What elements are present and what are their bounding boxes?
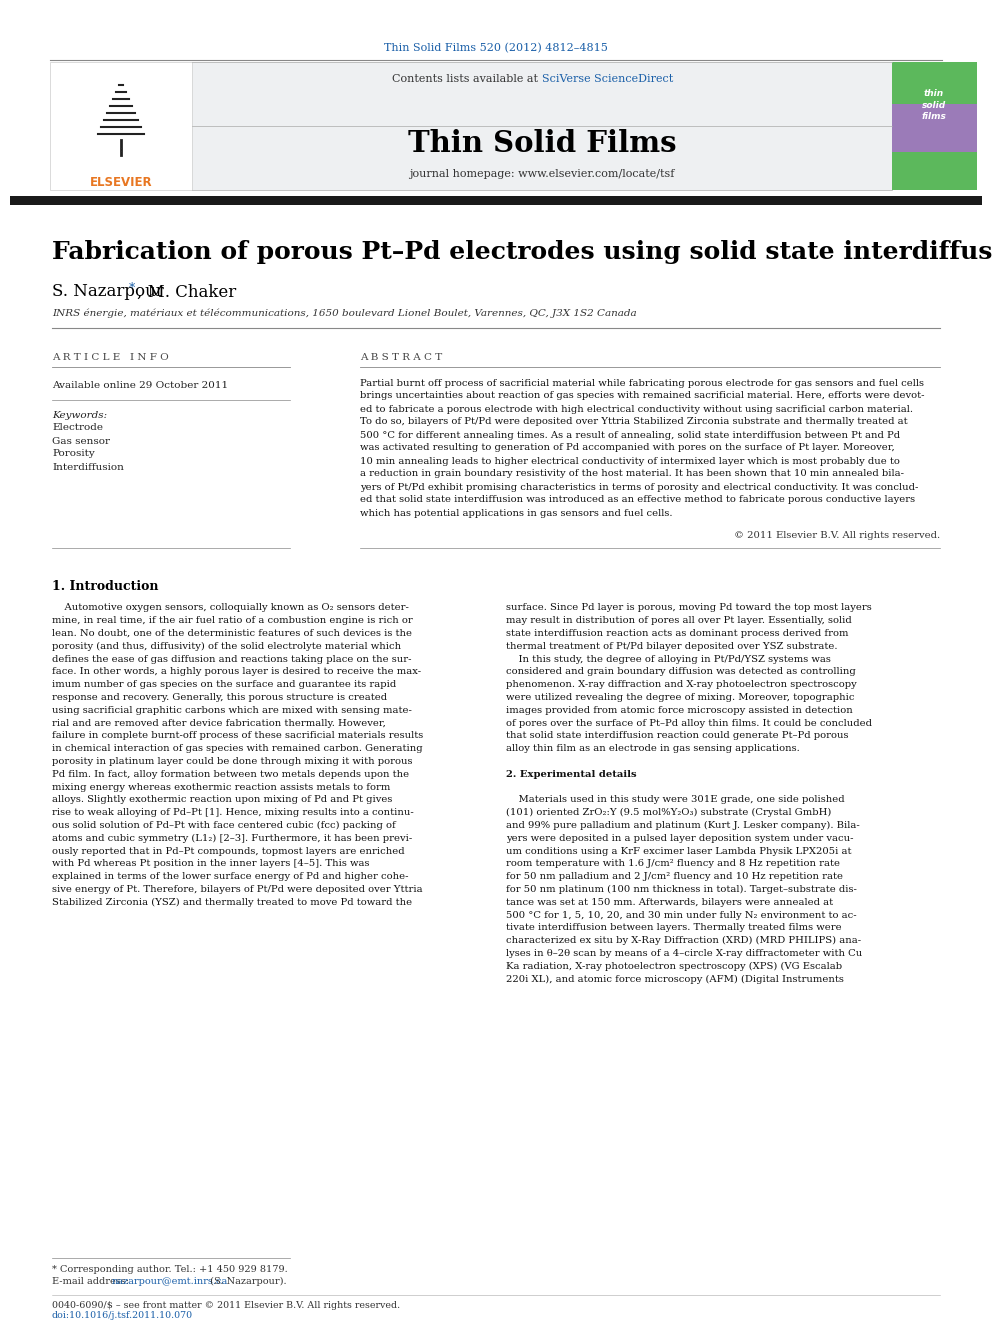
Text: considered and grain boundary diffusion was detected as controlling: considered and grain boundary diffusion … bbox=[506, 668, 856, 676]
Text: rise to weak alloying of Pd–Pt [1]. Hence, mixing results into a continu-: rise to weak alloying of Pd–Pt [1]. Henc… bbox=[52, 808, 414, 818]
Text: ⬛: ⬛ bbox=[120, 148, 122, 152]
Text: yers of Pt/Pd exhibit promising characteristics in terms of porosity and electri: yers of Pt/Pd exhibit promising characte… bbox=[360, 483, 919, 492]
Text: INRS énergie, matériaux et télécommunications, 1650 boulevard Lionel Boulet, Var: INRS énergie, matériaux et télécommunica… bbox=[52, 308, 637, 318]
Text: response and recovery. Generally, this porous structure is created: response and recovery. Generally, this p… bbox=[52, 693, 387, 703]
Text: defines the ease of gas diffusion and reactions taking place on the sur-: defines the ease of gas diffusion and re… bbox=[52, 655, 412, 664]
Text: tance was set at 150 mm. Afterwards, bilayers were annealed at: tance was set at 150 mm. Afterwards, bil… bbox=[506, 898, 833, 906]
Text: um conditions using a KrF excimer laser Lambda Physik LPX205i at: um conditions using a KrF excimer laser … bbox=[506, 847, 851, 856]
Text: Gas sensor: Gas sensor bbox=[52, 437, 110, 446]
Text: 220i XL), and atomic force microscopy (AFM) (Digital Instruments: 220i XL), and atomic force microscopy (A… bbox=[506, 975, 844, 984]
Text: in chemical interaction of gas species with remained carbon. Generating: in chemical interaction of gas species w… bbox=[52, 745, 423, 753]
Text: Automotive oxygen sensors, colloquially known as O₂ sensors deter-: Automotive oxygen sensors, colloquially … bbox=[52, 603, 409, 613]
Text: 1. Introduction: 1. Introduction bbox=[52, 579, 159, 593]
Text: Interdiffusion: Interdiffusion bbox=[52, 463, 124, 471]
Text: Contents lists available at: Contents lists available at bbox=[393, 74, 542, 83]
Text: E-mail address:: E-mail address: bbox=[52, 1277, 132, 1286]
Text: (101) oriented ZrO₂:Y (9.5 mol%Y₂O₃) substrate (Crystal GmbH): (101) oriented ZrO₂:Y (9.5 mol%Y₂O₃) sub… bbox=[506, 808, 831, 818]
Text: In this study, the degree of alloying in Pt/Pd/YSZ systems was: In this study, the degree of alloying in… bbox=[506, 655, 831, 664]
FancyBboxPatch shape bbox=[50, 62, 192, 191]
Text: , M. Chaker: , M. Chaker bbox=[137, 283, 236, 300]
FancyBboxPatch shape bbox=[892, 62, 977, 105]
Text: and 99% pure palladium and platinum (Kurt J. Lesker company). Bila-: and 99% pure palladium and platinum (Kur… bbox=[506, 822, 860, 830]
Text: characterized ex situ by X-Ray Diffraction (XRD) (MRD PHILIPS) ana-: characterized ex situ by X-Ray Diffracti… bbox=[506, 937, 861, 946]
Text: *: * bbox=[129, 283, 135, 295]
FancyBboxPatch shape bbox=[892, 152, 977, 191]
Text: face. In other words, a highly porous layer is desired to receive the max-: face. In other words, a highly porous la… bbox=[52, 668, 422, 676]
Text: state interdiffusion reaction acts as dominant process derived from: state interdiffusion reaction acts as do… bbox=[506, 630, 848, 638]
Text: ed to fabricate a porous electrode with high electrical conductivity without usi: ed to fabricate a porous electrode with … bbox=[360, 405, 913, 414]
Text: explained in terms of the lower surface energy of Pd and higher cohe-: explained in terms of the lower surface … bbox=[52, 872, 409, 881]
Text: images provided from atomic force microscopy assisted in detection: images provided from atomic force micros… bbox=[506, 706, 853, 714]
Text: 500 °C for different annealing times. As a result of annealing, solid state inte: 500 °C for different annealing times. As… bbox=[360, 430, 900, 439]
Text: alloys. Slightly exothermic reaction upon mixing of Pd and Pt gives: alloys. Slightly exothermic reaction upo… bbox=[52, 795, 393, 804]
Text: brings uncertainties about reaction of gas species with remained sacrificial mat: brings uncertainties about reaction of g… bbox=[360, 392, 925, 401]
Text: rial and are removed after device fabrication thermally. However,: rial and are removed after device fabric… bbox=[52, 718, 386, 728]
Text: mixing energy whereas exothermic reaction assists metals to form: mixing energy whereas exothermic reactio… bbox=[52, 783, 391, 791]
FancyBboxPatch shape bbox=[192, 62, 892, 191]
Text: Electrode: Electrode bbox=[52, 423, 103, 433]
Text: To do so, bilayers of Pt/Pd were deposited over Yttria Stabilized Zirconia subst: To do so, bilayers of Pt/Pd were deposit… bbox=[360, 418, 908, 426]
Text: a reduction in grain boundary resistivity of the host material. It has been show: a reduction in grain boundary resistivit… bbox=[360, 470, 904, 479]
Text: SciVerse ScienceDirect: SciVerse ScienceDirect bbox=[542, 74, 674, 83]
Text: Partial burnt off process of sacrificial material while fabricating porous elect: Partial burnt off process of sacrificial… bbox=[360, 378, 924, 388]
Text: S. Nazarpour: S. Nazarpour bbox=[52, 283, 169, 300]
Text: A R T I C L E   I N F O: A R T I C L E I N F O bbox=[52, 353, 169, 363]
Text: of pores over the surface of Pt–Pd alloy thin films. It could be concluded: of pores over the surface of Pt–Pd alloy… bbox=[506, 718, 872, 728]
Text: (S. Nazarpour).: (S. Nazarpour). bbox=[207, 1277, 287, 1286]
Text: 2. Experimental details: 2. Experimental details bbox=[506, 770, 637, 779]
Text: Available online 29 October 2011: Available online 29 October 2011 bbox=[52, 381, 228, 390]
Text: sive energy of Pt. Therefore, bilayers of Pt/Pd were deposited over Yttria: sive energy of Pt. Therefore, bilayers o… bbox=[52, 885, 423, 894]
Text: yers were deposited in a pulsed layer deposition system under vacu-: yers were deposited in a pulsed layer de… bbox=[506, 833, 853, 843]
Text: Stabilized Zirconia (YSZ) and thermally treated to move Pd toward the: Stabilized Zirconia (YSZ) and thermally … bbox=[52, 898, 412, 908]
Text: may result in distribution of pores all over Pt layer. Essentially, solid: may result in distribution of pores all … bbox=[506, 617, 852, 626]
Text: ELSEVIER: ELSEVIER bbox=[89, 176, 153, 188]
Text: 0040-6090/$ – see front matter © 2011 Elsevier B.V. All rights reserved.: 0040-6090/$ – see front matter © 2011 El… bbox=[52, 1301, 400, 1310]
Text: doi:10.1016/j.tsf.2011.10.070: doi:10.1016/j.tsf.2011.10.070 bbox=[52, 1311, 193, 1320]
Text: 500 °C for 1, 5, 10, 20, and 30 min under fully N₂ environment to ac-: 500 °C for 1, 5, 10, 20, and 30 min unde… bbox=[506, 910, 857, 919]
Text: * Corresponding author. Tel.: +1 450 929 8179.: * Corresponding author. Tel.: +1 450 929… bbox=[52, 1266, 288, 1274]
Text: which has potential applications in gas sensors and fuel cells.: which has potential applications in gas … bbox=[360, 508, 673, 517]
Text: Ka radiation, X-ray photoelectron spectroscopy (XPS) (VG Escalab: Ka radiation, X-ray photoelectron spectr… bbox=[506, 962, 842, 971]
Text: porosity in platinum layer could be done through mixing it with porous: porosity in platinum layer could be done… bbox=[52, 757, 413, 766]
Text: alloy thin film as an electrode in gas sensing applications.: alloy thin film as an electrode in gas s… bbox=[506, 745, 800, 753]
Text: thin
solid
films: thin solid films bbox=[922, 90, 946, 120]
Text: nazarpour@emt.inrs.ca: nazarpour@emt.inrs.ca bbox=[112, 1277, 228, 1286]
Text: phenomenon. X-ray diffraction and X-ray photoelectron spectroscopy: phenomenon. X-ray diffraction and X-ray … bbox=[506, 680, 857, 689]
Text: thermal treatment of Pt/Pd bilayer deposited over YSZ substrate.: thermal treatment of Pt/Pd bilayer depos… bbox=[506, 642, 837, 651]
Text: atoms and cubic symmetry (L1₂) [2–3]. Furthermore, it has been previ-: atoms and cubic symmetry (L1₂) [2–3]. Fu… bbox=[52, 833, 413, 843]
Text: Thin Solid Films: Thin Solid Films bbox=[408, 128, 677, 157]
Text: © 2011 Elsevier B.V. All rights reserved.: © 2011 Elsevier B.V. All rights reserved… bbox=[734, 532, 940, 541]
Text: with Pd whereas Pt position in the inner layers [4–5]. This was: with Pd whereas Pt position in the inner… bbox=[52, 860, 369, 868]
Text: porosity (and thus, diffusivity) of the solid electrolyte material which: porosity (and thus, diffusivity) of the … bbox=[52, 642, 401, 651]
Text: Materials used in this study were 301E grade, one side polished: Materials used in this study were 301E g… bbox=[506, 795, 844, 804]
Text: ed that solid state interdiffusion was introduced as an effective method to fabr: ed that solid state interdiffusion was i… bbox=[360, 496, 916, 504]
Text: tivate interdiffusion between layers. Thermally treated films were: tivate interdiffusion between layers. Th… bbox=[506, 923, 841, 933]
Text: for 50 nm palladium and 2 J/cm² fluency and 10 Hz repetition rate: for 50 nm palladium and 2 J/cm² fluency … bbox=[506, 872, 843, 881]
Text: ous solid solution of Pd–Pt with face centered cubic (fcc) packing of: ous solid solution of Pd–Pt with face ce… bbox=[52, 822, 396, 830]
Text: lyses in θ–2θ scan by means of a 4–circle X-ray diffractometer with Cu: lyses in θ–2θ scan by means of a 4–circl… bbox=[506, 949, 862, 958]
Text: ously reported that in Pd–Pt compounds, topmost layers are enriched: ously reported that in Pd–Pt compounds, … bbox=[52, 847, 405, 856]
FancyBboxPatch shape bbox=[892, 105, 977, 153]
Text: failure in complete burnt-off process of these sacrificial materials results: failure in complete burnt-off process of… bbox=[52, 732, 424, 741]
Text: surface. Since Pd layer is porous, moving Pd toward the top most layers: surface. Since Pd layer is porous, movin… bbox=[506, 603, 872, 613]
Text: were utilized revealing the degree of mixing. Moreover, topographic: were utilized revealing the degree of mi… bbox=[506, 693, 854, 703]
Text: was activated resulting to generation of Pd accompanied with pores on the surfac: was activated resulting to generation of… bbox=[360, 443, 895, 452]
Text: that solid state interdiffusion reaction could generate Pt–Pd porous: that solid state interdiffusion reaction… bbox=[506, 732, 848, 741]
Text: Thin Solid Films 520 (2012) 4812–4815: Thin Solid Films 520 (2012) 4812–4815 bbox=[384, 42, 608, 53]
FancyBboxPatch shape bbox=[10, 196, 982, 205]
Text: 10 min annealing leads to higher electrical conductivity of intermixed layer whi: 10 min annealing leads to higher electri… bbox=[360, 456, 900, 466]
Text: Fabrication of porous Pt–Pd electrodes using solid state interdiffusion: Fabrication of porous Pt–Pd electrodes u… bbox=[52, 239, 992, 265]
Text: Keywords:: Keywords: bbox=[52, 410, 107, 419]
Text: room temperature with 1.6 J/cm² fluency and 8 Hz repetition rate: room temperature with 1.6 J/cm² fluency … bbox=[506, 860, 840, 868]
Text: imum number of gas species on the surface and guarantee its rapid: imum number of gas species on the surfac… bbox=[52, 680, 396, 689]
Text: journal homepage: www.elsevier.com/locate/tsf: journal homepage: www.elsevier.com/locat… bbox=[410, 169, 675, 179]
Text: A B S T R A C T: A B S T R A C T bbox=[360, 353, 442, 363]
Text: using sacrificial graphitic carbons which are mixed with sensing mate-: using sacrificial graphitic carbons whic… bbox=[52, 706, 412, 714]
Text: Pd film. In fact, alloy formation between two metals depends upon the: Pd film. In fact, alloy formation betwee… bbox=[52, 770, 409, 779]
Text: Porosity: Porosity bbox=[52, 450, 95, 459]
Text: for 50 nm platinum (100 nm thickness in total). Target–substrate dis-: for 50 nm platinum (100 nm thickness in … bbox=[506, 885, 857, 894]
Text: mine, in real time, if the air fuel ratio of a combustion engine is rich or: mine, in real time, if the air fuel rati… bbox=[52, 617, 413, 626]
Text: lean. No doubt, one of the deterministic features of such devices is the: lean. No doubt, one of the deterministic… bbox=[52, 630, 412, 638]
